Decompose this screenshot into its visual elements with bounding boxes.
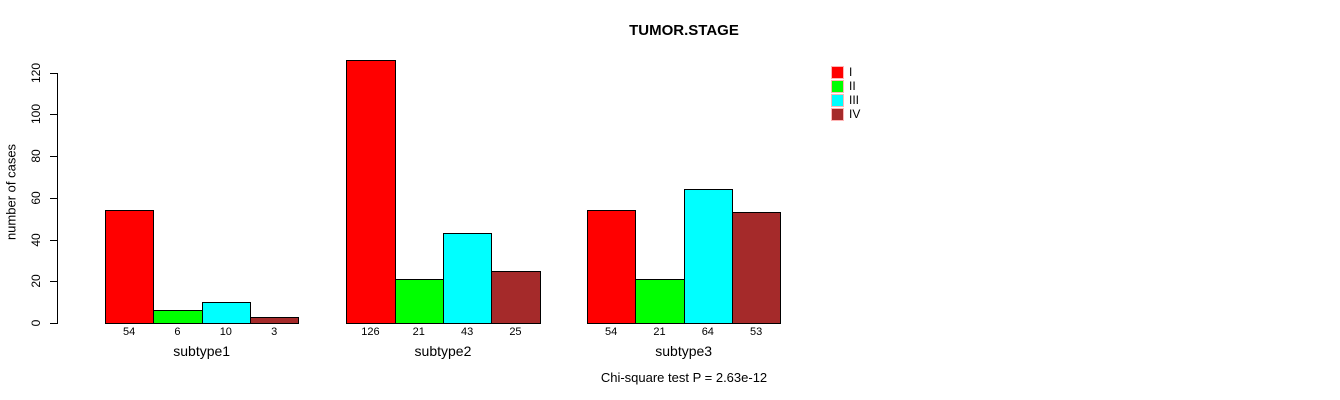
- bar-value-label: 21: [653, 326, 666, 338]
- y-tick-label: 0: [29, 319, 43, 327]
- bar-subtype1-stage-IV: [249, 316, 300, 324]
- y-tick-label: 100: [29, 104, 43, 125]
- y-tick-label: 60: [29, 191, 43, 205]
- bar-value-label: 6: [174, 326, 181, 338]
- bar-subtype3-stage-I: [587, 210, 637, 324]
- legend-label: III: [849, 93, 860, 107]
- y-tick-label: 20: [29, 274, 43, 288]
- bar-value-label: 43: [460, 326, 474, 338]
- legend-swatch-I: [831, 66, 844, 79]
- bar-value-label: 126: [361, 326, 380, 338]
- legend-swatch-II: [831, 80, 844, 93]
- legend-row-IV: IV: [831, 108, 860, 121]
- bar-subtype2-stage-I: [346, 59, 396, 324]
- group-label-subtype1: subtype1: [173, 343, 231, 359]
- legend: I II III IV: [831, 66, 860, 121]
- bar-value-label: 25: [509, 326, 522, 338]
- chi-square-annotation: Chi-square test P = 2.63e-12: [600, 370, 768, 385]
- y-tick-mark: [50, 156, 58, 157]
- bar-subtype3-stage-II: [635, 279, 685, 324]
- bar-value-label: 10: [219, 326, 232, 338]
- legend-label: II: [849, 79, 856, 93]
- bar-value-label: 21: [412, 326, 425, 338]
- legend-swatch-III: [831, 94, 844, 107]
- y-tick-mark: [50, 239, 58, 241]
- bar-subtype2-stage-II: [394, 279, 444, 324]
- bar-subtype1-stage-I: [105, 210, 155, 324]
- y-tick-label: 120: [29, 62, 43, 83]
- y-tick-mark: [50, 281, 58, 283]
- group-label-subtype3: subtype3: [655, 343, 713, 359]
- bar-value-label: 54: [123, 326, 136, 338]
- bar-subtype2-stage-III: [442, 233, 493, 324]
- y-tick-mark: [50, 323, 58, 324]
- chart-title: TUMOR.STAGE: [629, 22, 739, 39]
- y-tick-mark: [50, 114, 58, 116]
- legend-row-I: I: [831, 66, 860, 79]
- group-label-subtype2: subtype2: [414, 343, 472, 359]
- bar-value-label: 54: [605, 326, 618, 338]
- bar-value-label: 53: [750, 326, 763, 338]
- y-tick-label: 80: [29, 149, 43, 163]
- legend-label: IV: [849, 107, 861, 121]
- legend-swatch-IV: [831, 108, 844, 121]
- bar-value-label: 3: [271, 326, 278, 338]
- bar-subtype3-stage-IV: [731, 212, 782, 324]
- legend-row-II: II: [831, 80, 860, 93]
- legend-row-III: III: [831, 94, 860, 107]
- bar-subtype2-stage-IV: [491, 270, 541, 324]
- legend-label: I: [849, 65, 853, 79]
- bar-value-label: 64: [701, 326, 714, 338]
- y-tick-mark: [50, 197, 58, 199]
- bar-subtype1-stage-III: [201, 302, 251, 324]
- y-tick-label: 40: [29, 232, 43, 247]
- bar-subtype3-stage-III: [683, 189, 733, 324]
- y-tick-mark: [50, 72, 58, 74]
- bar-subtype1-stage-II: [153, 310, 203, 324]
